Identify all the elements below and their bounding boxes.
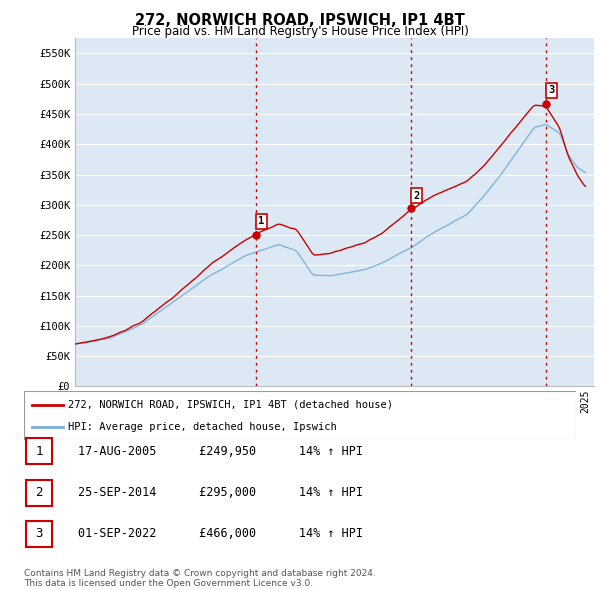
Text: HPI: Average price, detached house, Ipswich: HPI: Average price, detached house, Ipsw… <box>68 422 337 432</box>
FancyBboxPatch shape <box>26 480 52 506</box>
Text: 272, NORWICH ROAD, IPSWICH, IP1 4BT (detached house): 272, NORWICH ROAD, IPSWICH, IP1 4BT (det… <box>68 399 393 409</box>
Text: 01-SEP-2022      £466,000      14% ↑ HPI: 01-SEP-2022 £466,000 14% ↑ HPI <box>78 527 363 540</box>
Text: Price paid vs. HM Land Registry's House Price Index (HPI): Price paid vs. HM Land Registry's House … <box>131 25 469 38</box>
Text: 3: 3 <box>548 86 554 96</box>
Text: 272, NORWICH ROAD, IPSWICH, IP1 4BT: 272, NORWICH ROAD, IPSWICH, IP1 4BT <box>135 13 465 28</box>
Text: 3: 3 <box>35 527 43 540</box>
FancyBboxPatch shape <box>24 391 576 440</box>
FancyBboxPatch shape <box>26 521 52 547</box>
Text: 1: 1 <box>35 445 43 458</box>
Text: 25-SEP-2014      £295,000      14% ↑ HPI: 25-SEP-2014 £295,000 14% ↑ HPI <box>78 486 363 499</box>
Text: 2: 2 <box>413 191 419 201</box>
Text: 17-AUG-2005      £249,950      14% ↑ HPI: 17-AUG-2005 £249,950 14% ↑ HPI <box>78 445 363 458</box>
FancyBboxPatch shape <box>26 438 52 464</box>
Text: Contains HM Land Registry data © Crown copyright and database right 2024.
This d: Contains HM Land Registry data © Crown c… <box>24 569 376 588</box>
Text: 1: 1 <box>259 217 265 226</box>
Text: 2: 2 <box>35 486 43 499</box>
